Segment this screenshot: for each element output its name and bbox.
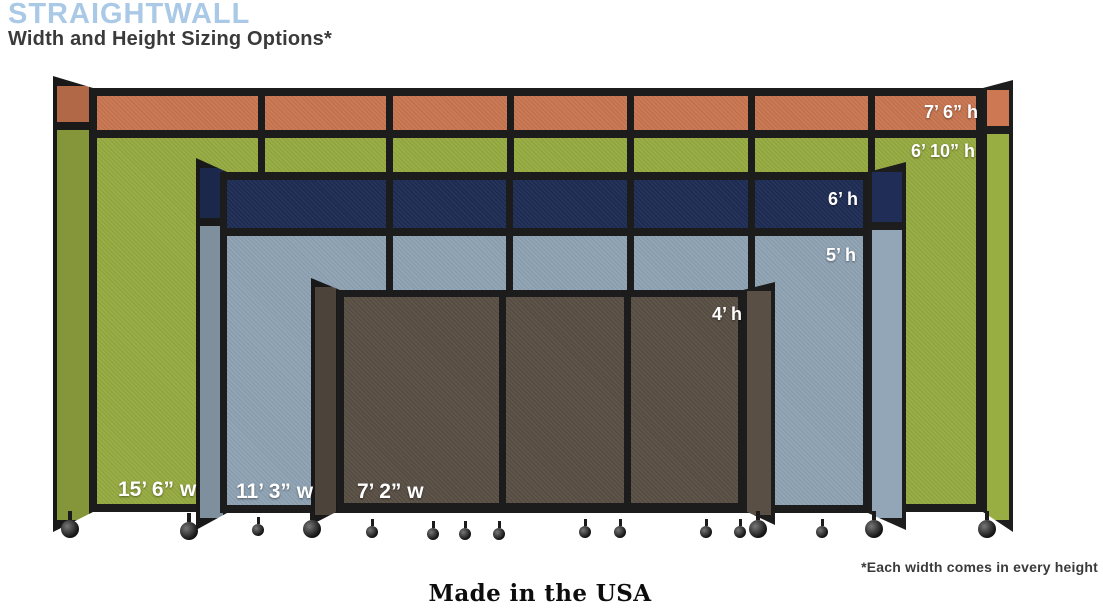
caster-wheel <box>423 521 443 540</box>
caster-wheel <box>455 521 475 540</box>
frame-post <box>337 290 344 510</box>
caster-wheel <box>864 511 884 538</box>
end-panel-left <box>311 278 340 525</box>
caster-wheel <box>696 519 716 538</box>
frame-rail <box>220 172 870 180</box>
frame-rail <box>337 503 745 510</box>
width-label-7ft2: 7’ 2” w <box>357 480 424 503</box>
end-panel-right <box>743 282 775 525</box>
footnote: *Each width comes in every height <box>861 559 1098 575</box>
height-label-6ft10: 6’ 10” h <box>910 141 975 161</box>
caster-wheel <box>302 511 322 538</box>
end-panel-right <box>983 80 1013 532</box>
frame-post <box>90 88 97 512</box>
frame-rail <box>220 228 870 236</box>
frame-rail <box>90 130 983 138</box>
caster-wheel <box>575 519 595 538</box>
height-label-4ft: 4’ h <box>711 304 742 324</box>
height-label-5ft: 5’ h <box>825 245 856 265</box>
caster-wheel <box>179 513 199 540</box>
frame-post <box>499 290 506 510</box>
frame-post <box>863 172 870 513</box>
panel-fabric-brown <box>337 297 745 503</box>
caster-wheel <box>977 511 997 538</box>
width-label-15ft6: 15’ 6” w <box>118 478 197 501</box>
caster-wheel <box>730 519 750 538</box>
end-panel-right <box>868 162 906 530</box>
height-label-6ft: 6’ h <box>827 189 858 209</box>
width-label-11ft3: 11’ 3” w <box>236 480 314 503</box>
frame-post <box>976 88 983 512</box>
top-strip-navy <box>220 180 870 228</box>
brand-title: STRAIGHTWALL <box>8 0 251 30</box>
page-subtitle: Width and Height Sizing Options* <box>8 28 332 50</box>
caster-wheel <box>748 511 768 538</box>
caster-wheel <box>489 521 509 540</box>
caster-wheel <box>60 511 80 538</box>
frame-post <box>738 290 745 510</box>
caster-wheel <box>812 519 832 538</box>
frame-rail <box>90 88 983 96</box>
top-strip-orange <box>90 96 983 130</box>
caster-wheel <box>610 519 630 538</box>
frame-post <box>624 290 631 510</box>
caster-wheel <box>362 519 382 538</box>
caster-wheel <box>248 517 268 536</box>
end-panel-left <box>53 76 93 532</box>
made-in-usa-text: Made in the USA <box>428 580 652 607</box>
height-label-7ft6: 7’ 6” h <box>923 102 978 122</box>
frame-post <box>220 172 227 513</box>
divider-run <box>337 290 745 510</box>
frame-rail <box>337 290 745 297</box>
